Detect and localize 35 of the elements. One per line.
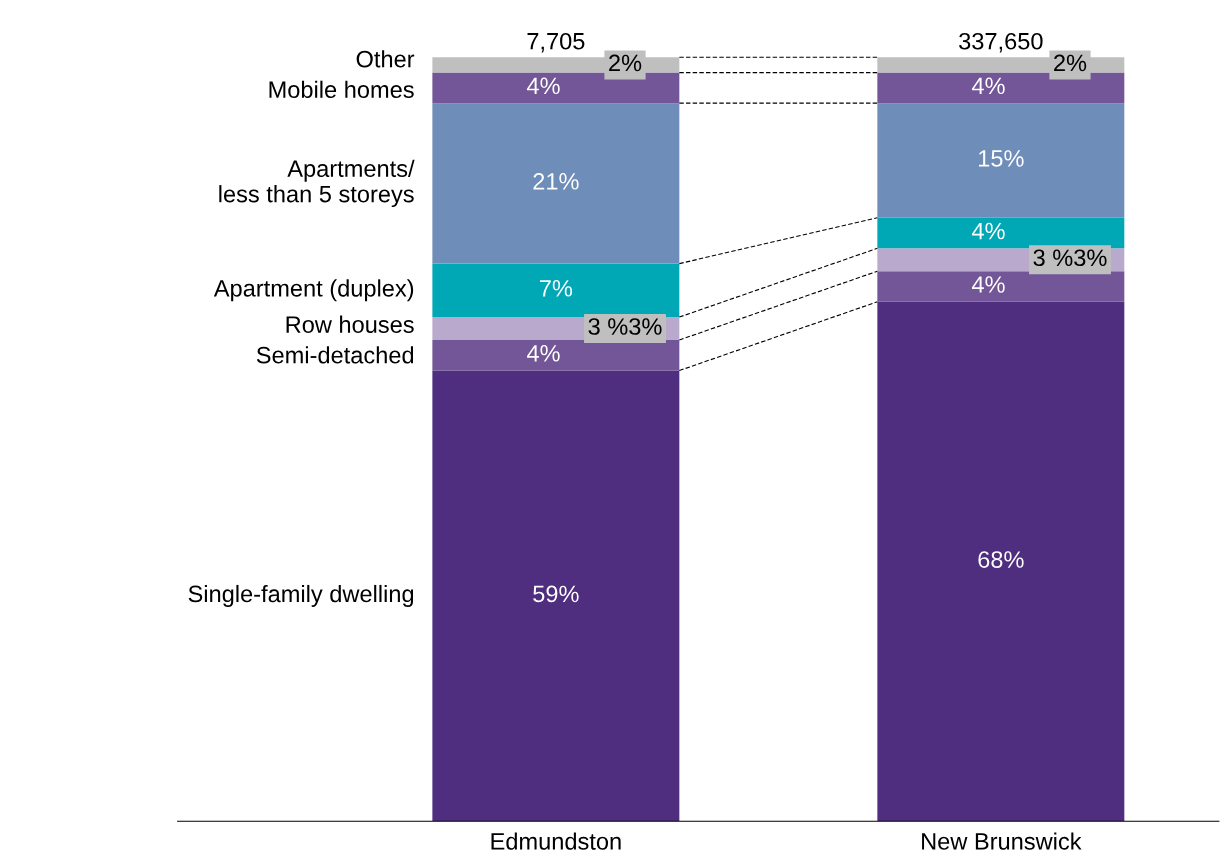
data-label: 4%: [971, 77, 1005, 95]
data-label: 7%: [540, 280, 573, 297]
bar: [877, 271, 1125, 302]
data-label: 68%: [978, 551, 1024, 568]
series-label: Other: [356, 50, 415, 68]
x-tick-label: New Brunswick: [922, 832, 1082, 850]
series-label: Apartment (duplex): [213, 279, 414, 302]
x-tick-label: Edmundston: [491, 832, 621, 850]
annotation: 337,650: [959, 32, 1043, 53]
bar: [432, 263, 680, 318]
series-label: Mobile homes: [269, 80, 414, 99]
series-label: Single-family dwelling: [188, 584, 414, 607]
data-label: 4%: [526, 77, 560, 95]
bar: [877, 103, 1125, 218]
bar: [432, 103, 680, 264]
bar: [432, 72, 680, 104]
series-label: Apartments/ less than 5 storeys: [219, 159, 415, 208]
data-label: 59%: [533, 585, 579, 603]
data-label: 4%: [971, 276, 1005, 293]
bar: [877, 72, 1125, 104]
data-label: 3 %3%: [1033, 249, 1107, 267]
data-label: 3 %3%: [588, 318, 662, 335]
series-label: Row houses: [286, 315, 414, 333]
bar: [432, 339, 680, 371]
data-label: 2%: [609, 54, 642, 72]
data-label: 2%: [1054, 54, 1087, 72]
data-label: 4%: [526, 344, 560, 362]
bar: [877, 301, 1125, 822]
series-label: Semi-detached: [256, 346, 414, 364]
bar: [877, 217, 1125, 249]
data-label: 21%: [533, 172, 579, 190]
data-label: 15%: [979, 150, 1024, 167]
data-label: 4%: [971, 222, 1005, 240]
bar: [432, 370, 680, 822]
annotation: 7,705: [527, 32, 585, 53]
